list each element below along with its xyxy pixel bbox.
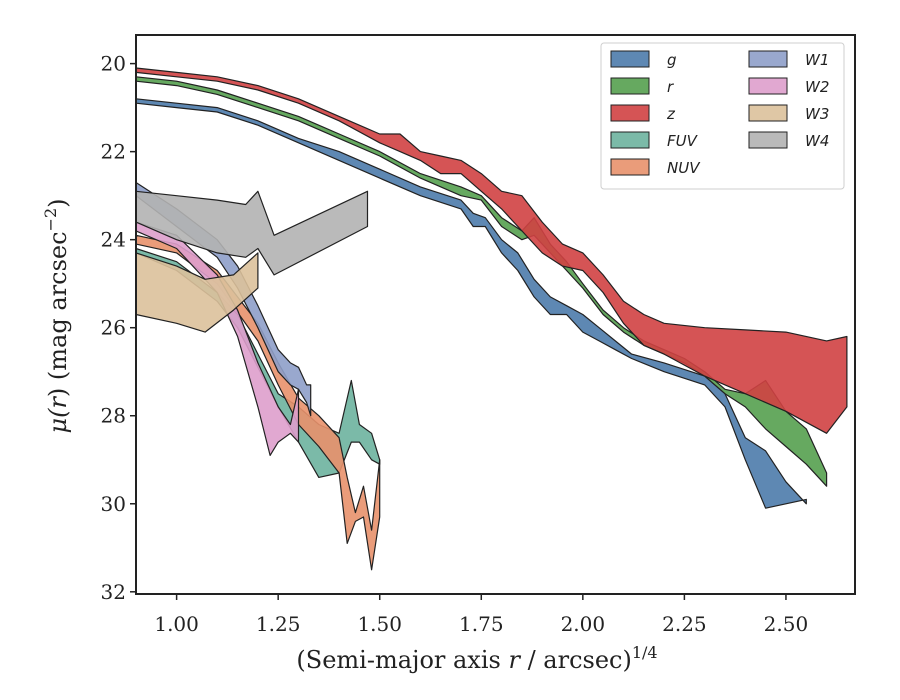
y-tick-label: 26 [101, 316, 126, 340]
plot-frame [135, 34, 856, 595]
series-band-r [135, 76, 828, 487]
x-tick-label: 1.25 [256, 612, 301, 636]
legend-label-w4: W4 [805, 132, 829, 150]
legend-label-nuv: NUV [667, 159, 701, 177]
x-axis-title: (Semi-major axis r / arcsec)1/4 [296, 643, 657, 674]
legend-swatch-w2 [748, 77, 788, 95]
series-band-w3 [135, 252, 259, 333]
y-axis-title: μ(r) (mag arcsec−2) [41, 198, 72, 433]
legend-label-w1: W1 [805, 51, 829, 69]
series-band-g [135, 98, 807, 509]
y-tick-label: 20 [101, 52, 126, 76]
x-tick-label: 1.50 [357, 612, 402, 636]
legend-swatch-w3 [748, 104, 788, 122]
y-tick-label: 22 [101, 140, 126, 164]
legend-swatch-nuv [610, 158, 650, 176]
series-band-w4 [135, 190, 369, 276]
x-tick-label: 1.75 [459, 612, 504, 636]
series-band-z [135, 67, 848, 434]
legend-swatch-z [610, 104, 650, 122]
legend-swatch-w1 [748, 50, 788, 68]
legend-label-r: r [667, 78, 674, 96]
legend-swatch-r [610, 77, 650, 95]
x-tick-label: 2.25 [662, 612, 707, 636]
y-axis: 20 22 24 26 28 30 32 [101, 52, 136, 604]
legend-label-fuv: FUV [667, 132, 699, 150]
y-tick-label: 30 [101, 492, 126, 516]
x-axis: 1.00 1.25 1.50 1.75 2.00 2.25 2.50 [154, 594, 808, 636]
x-tick-label: 2.00 [561, 612, 606, 636]
x-tick-label: 2.50 [764, 612, 809, 636]
legend-swatch-w4 [748, 131, 788, 149]
legend-swatch-g [610, 50, 650, 68]
y-tick-label: 28 [101, 404, 126, 428]
y-tick-label: 24 [101, 228, 126, 252]
legend-label-z: z [666, 105, 676, 123]
legend-label-w3: W3 [805, 105, 829, 123]
x-tick-label: 1.00 [154, 612, 199, 636]
series-layer [135, 67, 848, 571]
legend-swatch-fuv [610, 131, 650, 149]
legend: grz FUV NUV W1 W2 W3 W4 [600, 42, 845, 190]
legend-label-g: g [667, 51, 677, 69]
legend-label-w2: W2 [805, 78, 829, 96]
y-tick-label: 32 [101, 580, 126, 604]
